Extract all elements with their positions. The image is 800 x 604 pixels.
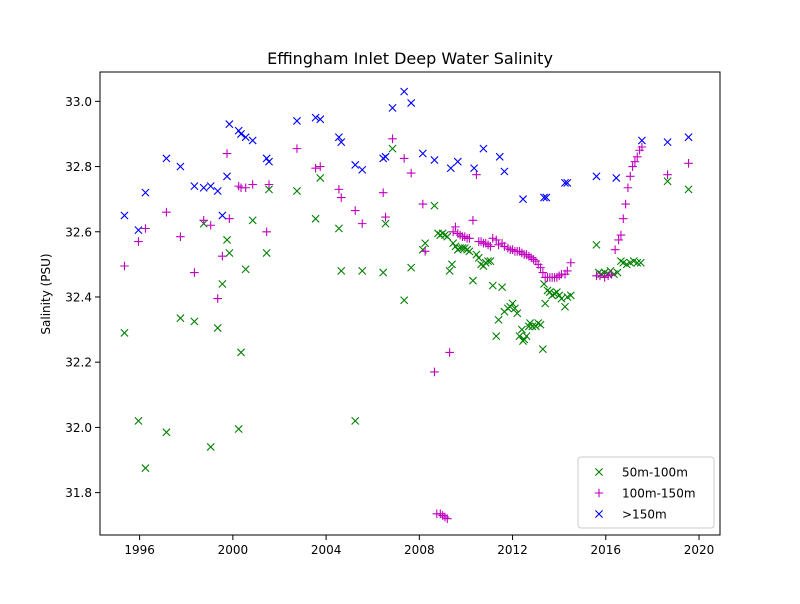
x-tick-label: 2000 [218,543,249,557]
x-tick-label: 2008 [404,543,435,557]
x-tick-label: 2016 [591,543,622,557]
y-tick-label: 32.6 [65,225,92,239]
y-tick-label: 32.8 [65,160,92,174]
y-tick-label: 32.4 [65,290,92,304]
x-tick-label: 1996 [124,543,155,557]
y-tick-label: 33.0 [65,95,92,109]
y-axis-label: Salinity (PSU) [39,253,53,334]
x-tick-label: 2020 [684,543,715,557]
y-tick-label: 32.0 [65,421,92,435]
legend-label: >150m [622,508,667,522]
y-tick-label: 32.2 [65,356,92,370]
legend-label: 50m-100m [622,466,688,480]
x-tick-label: 2012 [497,543,528,557]
legend-label: 100m-150m [622,487,696,501]
y-tick-label: 31.8 [65,486,92,500]
chart-title: Effingham Inlet Deep Water Salinity [267,49,553,68]
legend: 50m-100m 100m-150m >150m [578,457,714,528]
x-tick-label: 2004 [311,543,342,557]
